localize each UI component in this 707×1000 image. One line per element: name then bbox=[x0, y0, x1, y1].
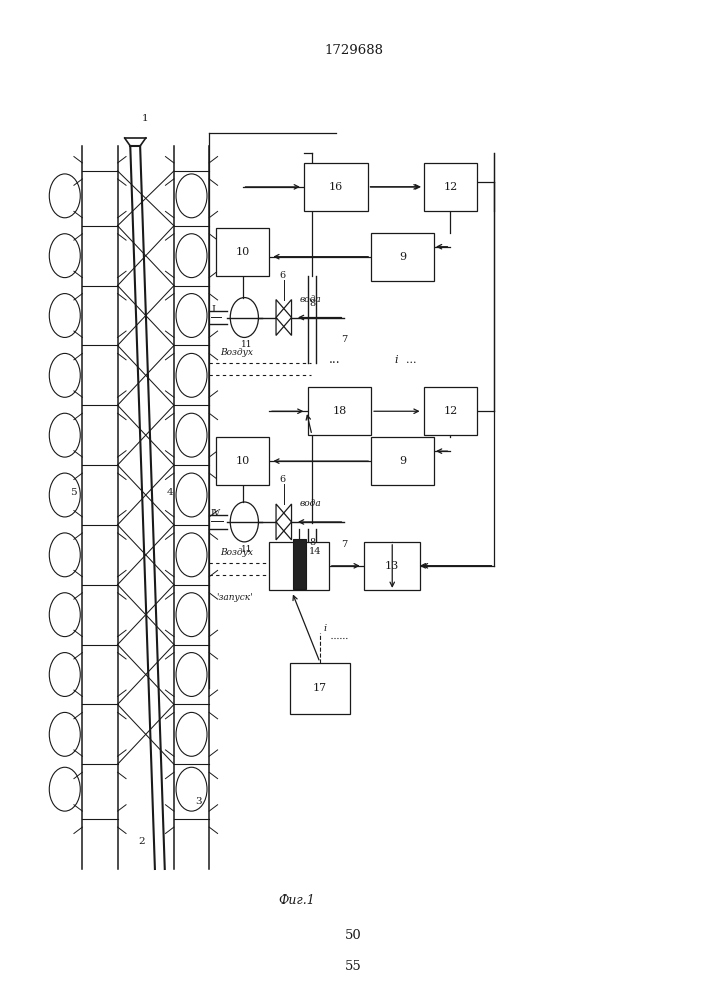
Bar bbox=[304, 163, 368, 211]
Bar bbox=[216, 437, 269, 485]
Text: 10: 10 bbox=[235, 456, 250, 466]
Text: i: i bbox=[395, 355, 398, 365]
Bar bbox=[424, 387, 477, 435]
Text: 7: 7 bbox=[341, 540, 347, 549]
Text: 17: 17 bbox=[313, 683, 327, 693]
Text: Воздух: Воздух bbox=[220, 548, 252, 557]
Text: 16: 16 bbox=[329, 182, 343, 192]
Text: 9: 9 bbox=[399, 456, 407, 466]
Text: 5: 5 bbox=[71, 488, 77, 497]
Text: 55: 55 bbox=[345, 960, 362, 973]
Text: 50: 50 bbox=[345, 929, 362, 942]
Bar bbox=[290, 663, 350, 714]
Bar bbox=[371, 233, 435, 281]
Text: 11: 11 bbox=[241, 340, 252, 349]
Text: 11: 11 bbox=[241, 545, 252, 554]
Text: 18: 18 bbox=[332, 406, 346, 416]
Bar bbox=[364, 542, 421, 590]
Bar bbox=[216, 228, 269, 276]
Bar bbox=[269, 542, 329, 590]
Text: 10: 10 bbox=[235, 247, 250, 257]
Text: 7: 7 bbox=[341, 335, 347, 344]
Text: 1: 1 bbox=[142, 114, 149, 123]
Text: ...: ... bbox=[329, 353, 341, 366]
Text: I: I bbox=[211, 305, 215, 314]
Text: 12: 12 bbox=[443, 182, 457, 192]
Text: 13: 13 bbox=[385, 561, 399, 571]
Text: вода: вода bbox=[300, 295, 322, 304]
Text: 8: 8 bbox=[310, 299, 316, 308]
Text: 3: 3 bbox=[195, 797, 201, 806]
Text: 15: 15 bbox=[292, 561, 306, 571]
Text: 4: 4 bbox=[167, 488, 173, 497]
Text: 14: 14 bbox=[309, 547, 322, 556]
Text: 8: 8 bbox=[310, 538, 316, 547]
Text: 6: 6 bbox=[279, 271, 286, 280]
Text: 2: 2 bbox=[139, 837, 146, 846]
Text: 12: 12 bbox=[443, 406, 457, 416]
Text: Фиг.1: Фиг.1 bbox=[279, 894, 315, 907]
Text: 1729688: 1729688 bbox=[324, 44, 383, 57]
Bar bbox=[308, 387, 371, 435]
Text: Воздух: Воздух bbox=[220, 348, 252, 357]
Text: 'запуск': 'запуск' bbox=[216, 593, 253, 602]
Text: IV: IV bbox=[211, 509, 221, 518]
Bar bbox=[371, 437, 435, 485]
Text: 6: 6 bbox=[279, 475, 286, 484]
Text: i: i bbox=[324, 624, 327, 633]
Text: ...: ... bbox=[407, 355, 417, 365]
Text: вода: вода bbox=[300, 499, 322, 508]
Bar bbox=[293, 539, 305, 589]
Text: 9: 9 bbox=[399, 252, 407, 262]
Bar bbox=[424, 163, 477, 211]
